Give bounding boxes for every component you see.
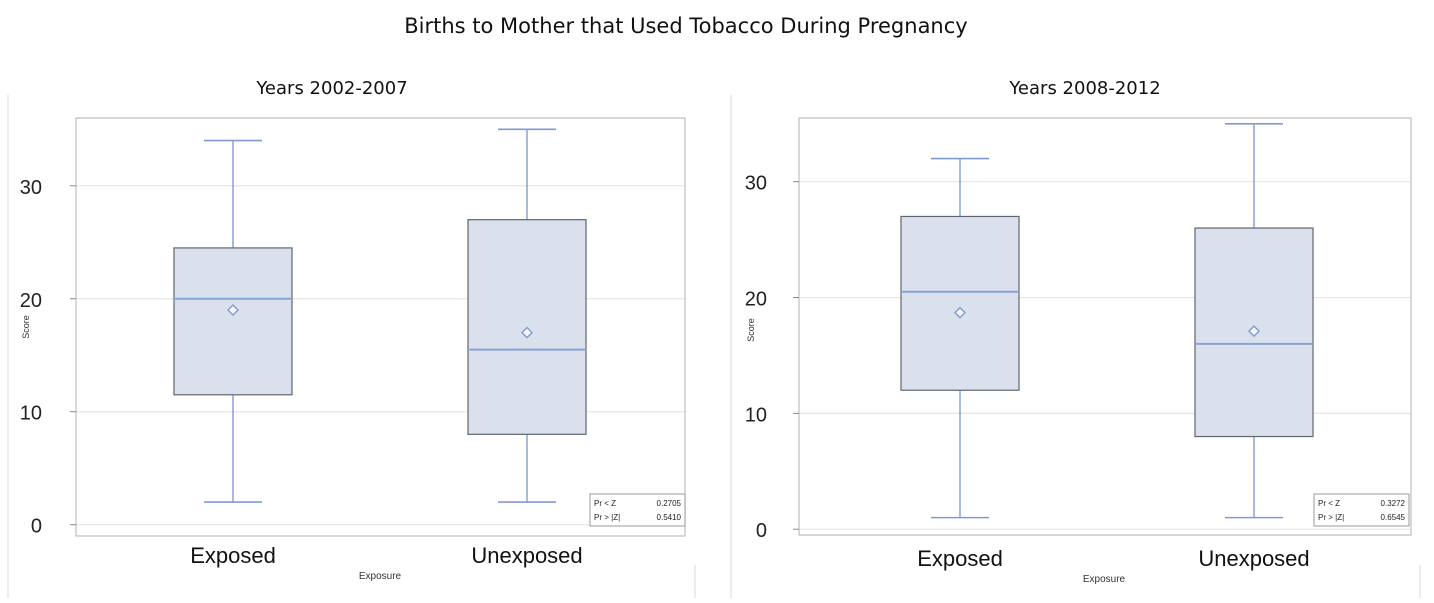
y-tick-label: 10 <box>20 403 42 425</box>
main-title: Births to Mother that Used Tobacco Durin… <box>404 14 967 38</box>
panel-title: Years 2008-2012 <box>1008 78 1160 99</box>
stats-value: 0.3272 <box>1381 499 1406 508</box>
plot-frame <box>75 117 686 537</box>
stats-value: 0.6545 <box>1381 513 1406 522</box>
stats-label: Pr > |Z| <box>594 513 620 522</box>
y-tick-label: 30 <box>745 173 767 195</box>
x-category-label: Exposed <box>190 543 276 568</box>
panel-title: Years 2002-2007 <box>255 78 407 99</box>
mean-marker <box>227 304 239 317</box>
x-axis-label: Exposure <box>359 571 402 582</box>
stats-value: 0.2705 <box>657 499 682 508</box>
y-axis-label: Score <box>21 315 31 339</box>
x-category-label: Exposed <box>917 546 1003 571</box>
y-tick-label: 20 <box>20 290 42 312</box>
stats-label: Pr < Z <box>1318 499 1340 508</box>
mean-marker <box>521 326 533 339</box>
stats-label: Pr < Z <box>594 499 616 508</box>
box-exposed <box>173 139 293 503</box>
y-tick-label: 20 <box>745 289 767 311</box>
mean-marker <box>954 306 966 319</box>
stats-value: 0.5410 <box>657 513 682 522</box>
stats-label: Pr > |Z| <box>1318 513 1344 522</box>
stats-box <box>1313 493 1410 527</box>
panel-1: Years 2002-2007 0 10 20 30 Score Exposure Expos… <box>7 78 696 598</box>
box-exposed <box>900 157 1020 519</box>
y-tick-label: 0 <box>31 516 42 538</box>
x-category-label: Unexposed <box>1198 546 1309 571</box>
box-unexposed <box>467 128 587 503</box>
box-iqr <box>173 247 293 396</box>
y-tick-label: 30 <box>20 177 42 199</box>
mean-marker <box>1248 325 1260 338</box>
x-axis-label: Exposure <box>1083 574 1126 585</box>
box-unexposed <box>1194 122 1314 519</box>
stats-inset: Pr < Z 0.3272 Pr > |Z| 0.6545 <box>1313 493 1410 527</box>
plot-frame <box>798 117 1412 536</box>
stats-box <box>589 493 686 527</box>
y-tick-label: 10 <box>745 404 767 426</box>
stats-inset: Pr < Z 0.2705 Pr > |Z| 0.5410 <box>589 493 686 527</box>
panel-2: Years 2008-2012 0 10 20 30 Score Exposure Expos… <box>730 78 1421 598</box>
y-tick-label: 0 <box>756 520 767 542</box>
x-category-label: Unexposed <box>471 543 582 568</box>
y-axis-label: Score <box>746 318 756 342</box>
box-iqr <box>900 215 1020 391</box>
